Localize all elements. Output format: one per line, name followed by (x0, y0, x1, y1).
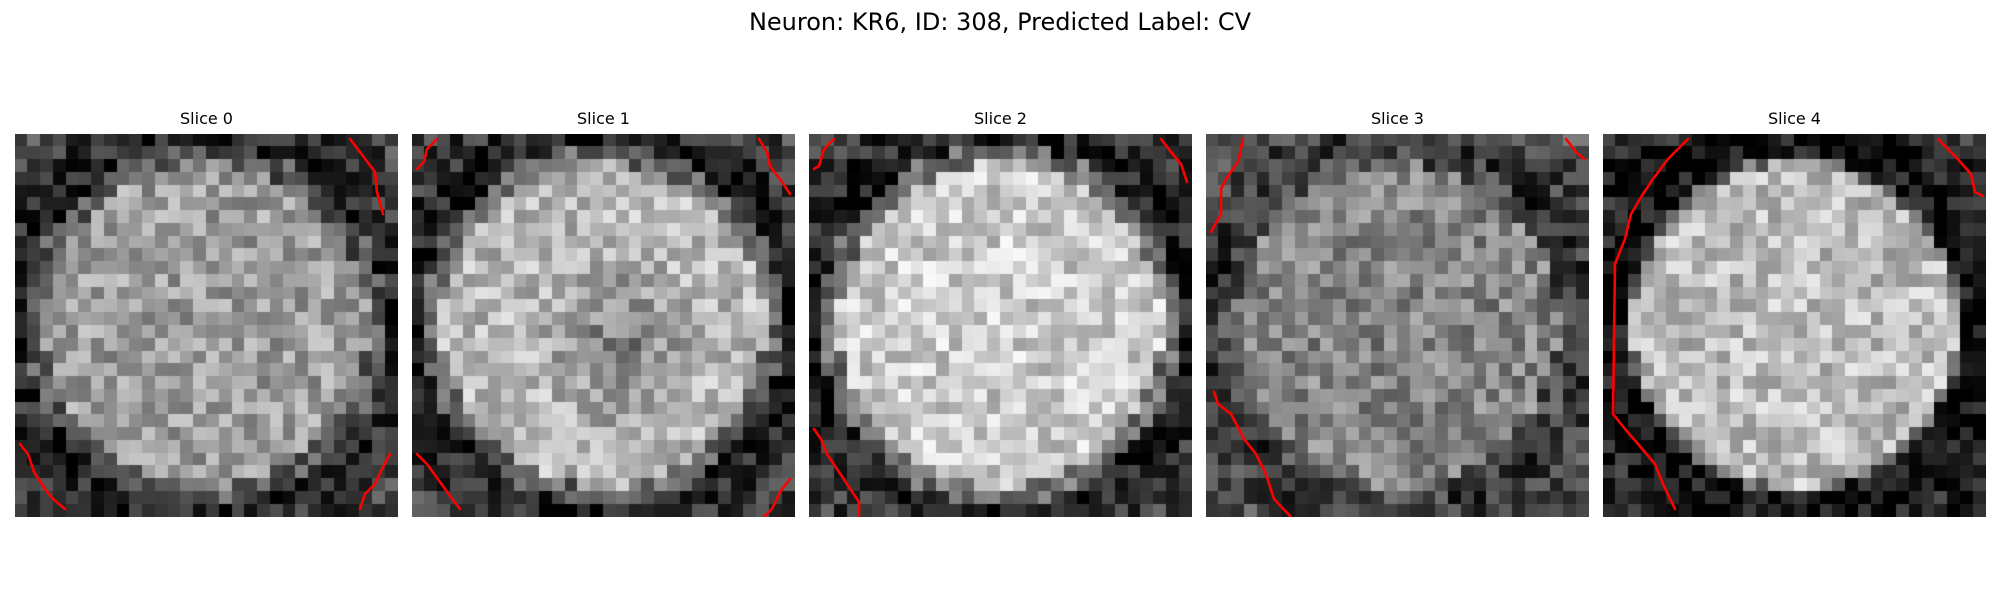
slice-panel-2: Slice 2 (809, 106, 1192, 517)
slice-panel-4: Slice 4 (1603, 106, 1986, 517)
slice-image (1603, 134, 1986, 517)
slice-title: Slice 3 (1371, 109, 1424, 128)
slice-title: Slice 2 (974, 109, 1027, 128)
slice-title: Slice 0 (180, 109, 233, 128)
slice-panel-1: Slice 1 (412, 106, 795, 517)
slice-image (15, 134, 398, 517)
slice-image (1206, 134, 1589, 517)
slice-panel-0: Slice 0 (15, 106, 398, 517)
slice-image (809, 134, 1192, 517)
figure-title: Neuron: KR6, ID: 308, Predicted Label: C… (748, 8, 1252, 36)
slice-title: Slice 4 (1768, 109, 1821, 128)
slice-title: Slice 1 (577, 109, 630, 128)
slice-image (412, 134, 795, 517)
slice-panel-3: Slice 3 (1206, 106, 1589, 517)
